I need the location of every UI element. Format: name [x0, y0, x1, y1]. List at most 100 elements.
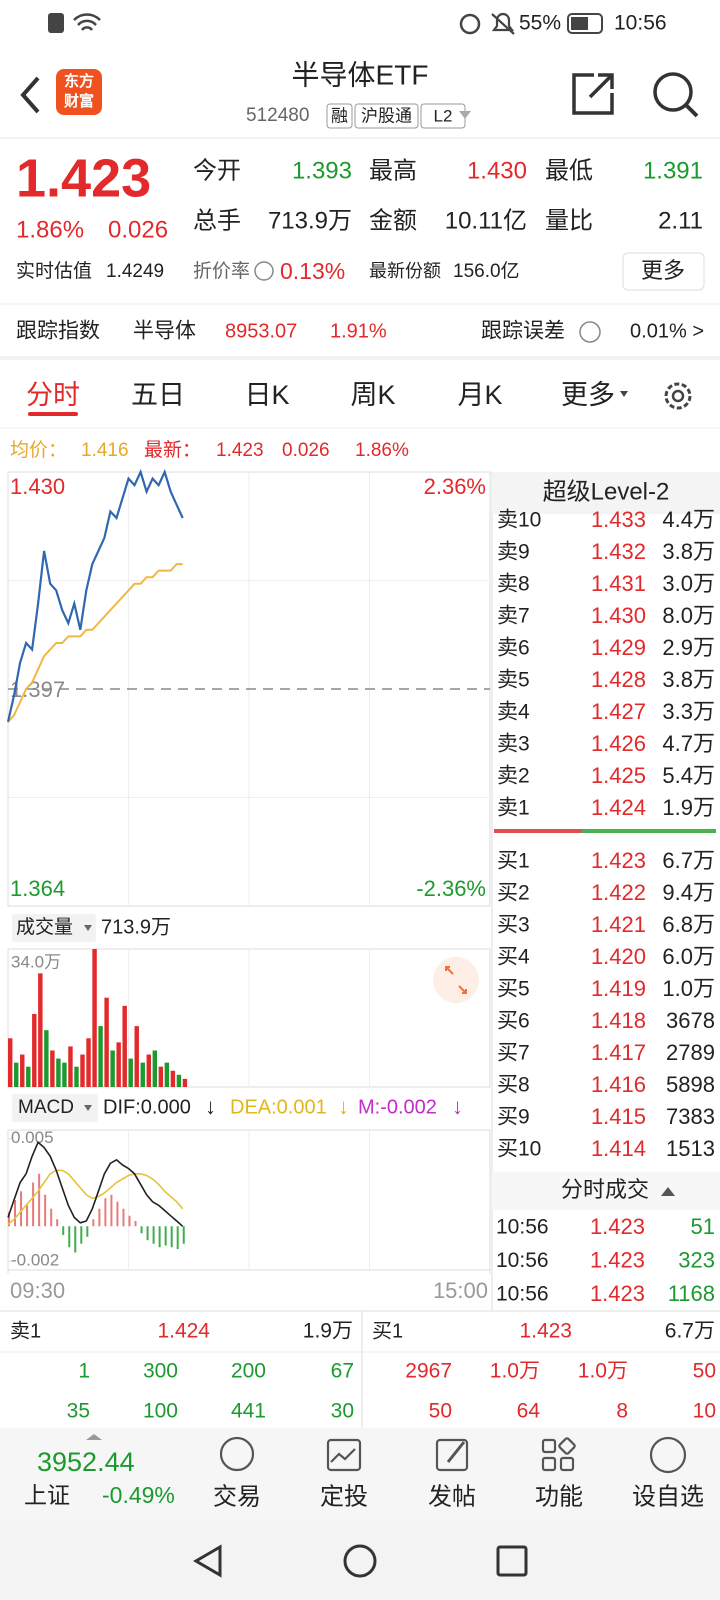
level-table: 卖1 1.424 1.9万 1 300 200 67 35 100 441 30 买1 1.423 6.7…	[10, 1319, 716, 1422]
bottom-button[interactable]: 发帖	[428, 1483, 476, 1510]
volume-bar	[152, 1050, 158, 1087]
trades-header	[492, 1172, 720, 1210]
field-label: 总手	[193, 207, 241, 234]
nav-back[interactable]	[193, 1544, 222, 1578]
volume-bar	[134, 1026, 139, 1087]
nav-recent[interactable]	[496, 1545, 528, 1577]
book-label: 卖3	[497, 733, 530, 756]
book-price: 1.429	[591, 635, 646, 660]
index-arrow	[86, 1434, 102, 1440]
trade-volume: 323	[678, 1247, 715, 1272]
invest-icon[interactable]	[326, 1438, 362, 1472]
stock-tags: 融沪股通 L2	[326, 103, 466, 129]
trade-time: 10:56	[496, 1216, 549, 1239]
tab[interactable]: 日K	[244, 380, 289, 410]
func-icon[interactable]	[541, 1438, 557, 1454]
tab[interactable]: 五日	[131, 380, 185, 410]
volume-bar	[164, 1062, 170, 1087]
tag: L2	[434, 106, 453, 125]
last-pct: 1.86%	[355, 440, 409, 461]
tracking-error[interactable]: 0.01% >	[630, 320, 704, 342]
field-label: 最高	[369, 157, 417, 184]
y-tick-label: 0.005	[11, 1128, 54, 1147]
help-icon[interactable]	[579, 321, 601, 343]
more-button[interactable]	[622, 252, 705, 291]
book-volume: 9.4万	[662, 880, 715, 905]
watchlist-icon[interactable]	[649, 1436, 687, 1474]
level-order: 2967	[405, 1360, 452, 1383]
share-button[interactable]	[572, 73, 614, 115]
trades-title[interactable]: 分时成交	[561, 1177, 649, 1202]
alarm-icon	[459, 13, 481, 35]
tab-bar: 分时 五日 日K 周K 月K 更多	[26, 380, 628, 410]
trade-icon[interactable]	[219, 1436, 255, 1472]
field-value: 713.9万	[268, 207, 352, 234]
nav-bar	[0, 1520, 720, 1600]
search-button[interactable]	[653, 72, 693, 112]
expand-icon	[445, 966, 467, 994]
volume-label[interactable]: 成交量	[16, 916, 73, 938]
book-volume: 3678	[666, 1008, 715, 1033]
macd-label[interactable]: MACD	[18, 1097, 74, 1118]
nav-home[interactable]	[343, 1544, 377, 1578]
book-label: 买10	[497, 1138, 541, 1161]
field-value: 2.11	[658, 207, 703, 234]
dropdown-arrow	[84, 1105, 92, 1111]
book-volume: 3.0万	[662, 571, 715, 596]
indicator-select[interactable]	[12, 1094, 98, 1122]
level-label: 卖1	[10, 1319, 41, 1342]
y2-tick-label: 2.36%	[424, 474, 486, 499]
bottom-button[interactable]: 交易	[213, 1483, 261, 1510]
book-price: 1.417	[591, 1040, 646, 1065]
bottom-button[interactable]: 设自选	[632, 1483, 704, 1510]
book-price: 1.431	[591, 571, 646, 596]
stock-code: 512480	[246, 105, 309, 126]
book-label: 买2	[497, 882, 530, 905]
tracking-error-label: 跟踪误差	[481, 320, 565, 343]
indicator-select[interactable]	[12, 914, 96, 942]
book-volume: 6.0万	[662, 944, 715, 969]
more-button-label[interactable]: 更多	[641, 258, 685, 283]
field-value: 0.13%	[280, 258, 345, 284]
volume-bar	[104, 997, 109, 1087]
tab[interactable]: 周K	[350, 380, 395, 410]
last-change: 0.026	[282, 440, 330, 461]
macd-arrow: ↓	[338, 1094, 349, 1119]
level-order: 50	[429, 1400, 452, 1423]
expand-button[interactable]	[433, 957, 479, 1003]
book-volume: 3.8万	[662, 667, 715, 692]
price-chart: 1.430 1.397 1.364 2.36% -2.36% 09:30 15:00	[6, 468, 491, 1303]
book-price: 1.420	[591, 944, 646, 969]
post-icon[interactable]	[435, 1438, 469, 1472]
tag-box	[354, 103, 419, 129]
bottom-button[interactable]: 定投	[320, 1483, 368, 1510]
app-logo[interactable]	[56, 69, 102, 115]
collapse-arrow	[661, 1187, 675, 1196]
field-label: 实时估值	[16, 260, 92, 282]
tab[interactable]: 更多	[561, 380, 615, 410]
book-volume: 1.0万	[662, 976, 715, 1001]
volume-chart: 34.0万	[8, 948, 370, 1087]
index-name[interactable]: 上证	[24, 1482, 70, 1508]
dropdown-arrow[interactable]	[459, 111, 471, 119]
trade-volume: 51	[691, 1214, 715, 1239]
index-value[interactable]: 3952.44	[37, 1447, 135, 1477]
info-icon[interactable]	[254, 261, 274, 281]
price-line	[6, 468, 184, 723]
post-pen	[446, 1441, 466, 1463]
book-price: 1.432	[591, 539, 646, 564]
y-tick-label: 1.397	[10, 677, 65, 702]
search-handle	[684, 103, 699, 118]
tab[interactable]: 分时	[26, 380, 80, 410]
index-pct[interactable]: -0.49%	[102, 1482, 175, 1508]
settings-button[interactable]	[664, 382, 692, 410]
divider	[0, 356, 720, 360]
macd-dea: DEA:0.001	[230, 1096, 327, 1118]
tab[interactable]: 月K	[457, 380, 502, 410]
volume-bar	[32, 1013, 37, 1087]
back-button[interactable]	[20, 76, 40, 114]
battery-icon	[567, 13, 603, 34]
y-tick-label: 1.430	[10, 474, 65, 499]
bottom-button[interactable]: 功能	[535, 1483, 583, 1510]
